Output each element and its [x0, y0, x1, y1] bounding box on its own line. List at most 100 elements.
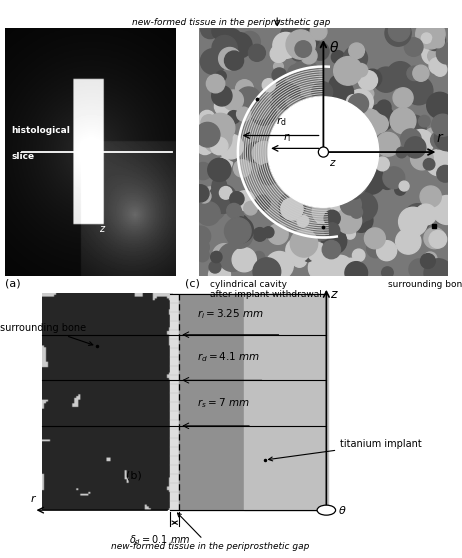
- Circle shape: [281, 22, 308, 48]
- Circle shape: [313, 197, 342, 226]
- Circle shape: [219, 134, 243, 159]
- Circle shape: [344, 165, 358, 179]
- Circle shape: [244, 201, 257, 215]
- Circle shape: [404, 38, 423, 56]
- Circle shape: [336, 208, 362, 234]
- Circle shape: [396, 147, 407, 158]
- Circle shape: [389, 20, 410, 41]
- Circle shape: [297, 215, 309, 227]
- Circle shape: [377, 240, 397, 261]
- Circle shape: [203, 124, 232, 153]
- Circle shape: [265, 252, 293, 280]
- Circle shape: [434, 126, 459, 151]
- Circle shape: [309, 254, 336, 281]
- Circle shape: [390, 108, 416, 134]
- Circle shape: [246, 95, 271, 119]
- Circle shape: [340, 194, 361, 215]
- Circle shape: [239, 31, 260, 53]
- Circle shape: [315, 123, 334, 142]
- Circle shape: [348, 94, 369, 114]
- Circle shape: [419, 116, 430, 127]
- Circle shape: [343, 46, 367, 70]
- Circle shape: [317, 121, 333, 137]
- Bar: [170, 294, 179, 510]
- Text: $r_{\rm i}$: $r_{\rm i}$: [283, 131, 291, 144]
- Text: $r_{\rm d}$: $r_{\rm d}$: [275, 116, 286, 128]
- Circle shape: [253, 252, 265, 263]
- Circle shape: [286, 107, 305, 126]
- Circle shape: [367, 239, 385, 258]
- Circle shape: [395, 184, 406, 195]
- Circle shape: [288, 64, 306, 83]
- Circle shape: [359, 135, 377, 153]
- Circle shape: [425, 128, 442, 145]
- Circle shape: [346, 95, 360, 108]
- Circle shape: [295, 97, 307, 108]
- Circle shape: [219, 47, 241, 70]
- Circle shape: [405, 137, 426, 158]
- Circle shape: [429, 57, 445, 74]
- Circle shape: [334, 56, 362, 85]
- Circle shape: [401, 129, 421, 150]
- Circle shape: [246, 142, 267, 162]
- Circle shape: [432, 195, 462, 224]
- Circle shape: [298, 143, 312, 157]
- Circle shape: [409, 259, 430, 280]
- Text: $\delta_d=0.1\ mm$: $\delta_d=0.1\ mm$: [129, 533, 190, 547]
- Circle shape: [349, 193, 377, 221]
- Circle shape: [376, 157, 389, 171]
- Circle shape: [280, 28, 304, 52]
- Circle shape: [273, 32, 299, 59]
- Circle shape: [352, 126, 368, 143]
- Circle shape: [208, 184, 237, 213]
- Circle shape: [433, 62, 447, 76]
- Text: surrounding bone: surrounding bone: [388, 280, 462, 289]
- Circle shape: [303, 117, 322, 136]
- Circle shape: [351, 206, 363, 218]
- Circle shape: [402, 115, 426, 139]
- Circle shape: [341, 103, 351, 113]
- Circle shape: [318, 174, 346, 201]
- Circle shape: [393, 88, 413, 108]
- Text: new-formed tissue in the periprosthetic gap: new-formed tissue in the periprosthetic …: [111, 513, 309, 551]
- Circle shape: [349, 187, 361, 199]
- Circle shape: [212, 181, 224, 193]
- Circle shape: [342, 160, 353, 171]
- Circle shape: [345, 262, 368, 284]
- Circle shape: [311, 42, 329, 60]
- Text: (c): (c): [185, 279, 200, 289]
- Circle shape: [341, 117, 369, 145]
- Circle shape: [404, 76, 433, 105]
- Circle shape: [348, 89, 373, 114]
- Text: $\theta$: $\theta$: [329, 40, 339, 55]
- Circle shape: [236, 80, 253, 98]
- Circle shape: [235, 230, 249, 244]
- Circle shape: [201, 20, 219, 39]
- Circle shape: [225, 138, 248, 162]
- Circle shape: [324, 210, 340, 227]
- Circle shape: [380, 175, 394, 189]
- Circle shape: [422, 44, 443, 65]
- Circle shape: [258, 163, 280, 185]
- Circle shape: [292, 49, 304, 61]
- Circle shape: [353, 249, 365, 262]
- Circle shape: [424, 252, 437, 266]
- Circle shape: [196, 201, 220, 225]
- Circle shape: [208, 158, 231, 181]
- Circle shape: [236, 87, 261, 112]
- Text: cylindrical cavity: cylindrical cavity: [210, 280, 287, 289]
- Circle shape: [377, 100, 391, 114]
- Circle shape: [225, 218, 251, 244]
- Text: surrounding bone: surrounding bone: [0, 323, 93, 345]
- Circle shape: [212, 117, 232, 137]
- Circle shape: [308, 162, 333, 187]
- Circle shape: [214, 97, 232, 116]
- Circle shape: [281, 198, 303, 220]
- Circle shape: [286, 238, 310, 262]
- Circle shape: [329, 75, 348, 94]
- Circle shape: [322, 240, 340, 259]
- Circle shape: [319, 100, 329, 110]
- Circle shape: [317, 505, 335, 515]
- Circle shape: [232, 248, 256, 272]
- Circle shape: [324, 223, 340, 238]
